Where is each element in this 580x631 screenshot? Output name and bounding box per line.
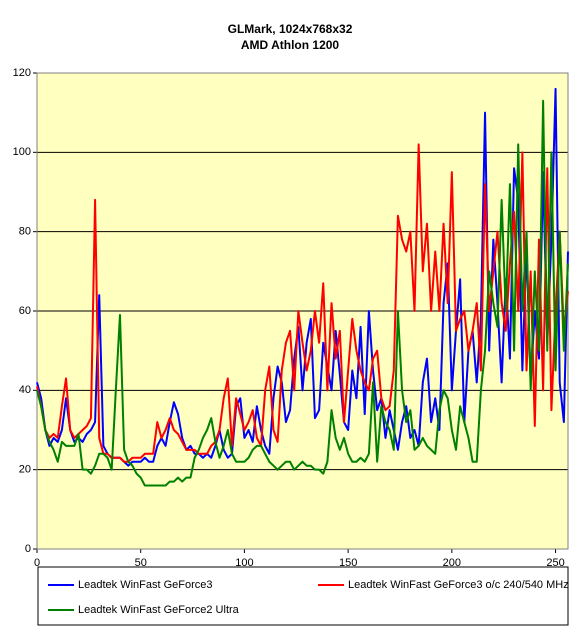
x-tick-label: 0 xyxy=(34,557,40,569)
y-tick-label: 100 xyxy=(13,146,31,158)
x-tick-label: 250 xyxy=(546,557,564,569)
chart-subtitle: AMD Athlon 1200 xyxy=(241,38,340,52)
x-tick-label: 100 xyxy=(235,557,253,569)
y-tick-label: 80 xyxy=(19,226,31,238)
y-tick-label: 60 xyxy=(19,305,31,317)
legend-box xyxy=(37,566,569,626)
series-line xyxy=(36,143,569,463)
series-line xyxy=(36,99,569,487)
y-tick-label: 20 xyxy=(19,464,31,476)
legend-label: Leadtek WinFast GeForce3 xyxy=(78,579,213,591)
plot-border xyxy=(36,72,569,550)
legend-label: Leadtek WinFast GeForce3 o/c 240/540 MHz xyxy=(348,579,569,591)
legend-label: Leadtek WinFast GeForce2 Ultra xyxy=(78,604,240,616)
x-tick-label: 150 xyxy=(339,557,357,569)
x-tick-label: 50 xyxy=(135,557,147,569)
y-tick-label: 40 xyxy=(19,384,31,396)
y-tick-label: 0 xyxy=(25,543,31,555)
x-tick-label: 200 xyxy=(443,557,461,569)
y-tick-label: 120 xyxy=(13,67,31,79)
chart-title: GLMark, 1024x768x32 xyxy=(228,22,353,36)
